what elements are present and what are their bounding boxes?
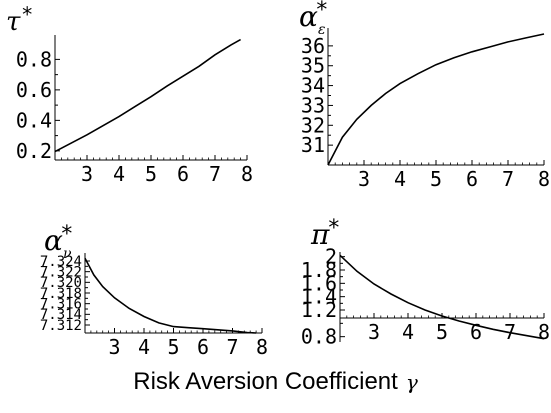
y-tick-label: 0.6 <box>16 78 52 102</box>
x-axis-label: Risk Aversion Coefficient <box>133 368 398 395</box>
y-tick-label: 7.320 <box>40 275 82 291</box>
panel-title-superscript: * <box>316 0 327 23</box>
x-tick-label: 8 <box>538 320 550 344</box>
y-tick-label: 7.318 <box>40 286 82 302</box>
x-tick-label: 3 <box>358 167 370 191</box>
y-tick-label: 36 <box>301 34 325 58</box>
panel-title: π <box>310 218 330 251</box>
y-tick-label: 2 <box>325 245 337 269</box>
series-line <box>327 33 545 166</box>
x-tick-label: 5 <box>430 167 442 191</box>
x-tick-label: 4 <box>402 320 414 344</box>
panel-title-subscript: ν <box>63 246 72 262</box>
panel-title: τ <box>6 7 21 37</box>
x-tick-label: 3 <box>108 335 120 359</box>
y-tick-label: 33 <box>301 93 325 117</box>
series-line <box>339 254 545 340</box>
series-line <box>54 38 241 153</box>
x-axis-label-row: Risk Aversion Coefficient γ <box>0 368 551 396</box>
panel-title: α <box>44 224 63 257</box>
x-tick-label: 5 <box>436 320 448 344</box>
y-tick-label: 1.2 <box>301 298 337 322</box>
panel-title-subscript: ε <box>318 22 326 38</box>
x-tick-label: 8 <box>256 335 268 359</box>
x-axis-symbol: γ <box>405 370 418 394</box>
x-tick-label: 7 <box>209 162 221 186</box>
x-tick-label: 4 <box>138 335 150 359</box>
x-tick-label: 7 <box>502 167 514 191</box>
y-tick-label: 31 <box>301 133 325 157</box>
x-tick-label: 5 <box>167 335 179 359</box>
x-tick-label: 8 <box>241 162 253 186</box>
x-tick-label: 7 <box>226 335 238 359</box>
x-tick-label: 6 <box>466 167 478 191</box>
y-tick-label: 1.6 <box>301 271 337 295</box>
y-tick-label: 7.324 <box>40 254 82 270</box>
y-tick-label: 32 <box>301 113 325 137</box>
x-tick-label: 5 <box>145 162 157 186</box>
panel-title-superscript: * <box>61 222 72 247</box>
y-tick-label: 1.8 <box>301 258 337 282</box>
y-tick-label: 7.316 <box>40 297 82 313</box>
panel-title-superscript: * <box>22 3 32 27</box>
y-tick-label: 35 <box>301 54 325 78</box>
panel-4: 0.81.21.41.61.823 4 5 6 7 8π* <box>301 216 550 349</box>
y-tick-label: 34 <box>301 74 325 98</box>
x-tick-label: 4 <box>394 167 406 191</box>
y-tick-label: 7.322 <box>40 265 82 281</box>
y-tick-label: 7.314 <box>40 307 82 323</box>
x-tick-label: 6 <box>197 335 209 359</box>
panel-title: α <box>299 0 318 33</box>
y-tick-label: 1.4 <box>301 285 337 309</box>
x-tick-label: 6 <box>177 162 189 186</box>
y-tick-label: 0.8 <box>16 47 52 71</box>
x-tick-label: 3 <box>368 320 380 344</box>
y-tick-label: 0.4 <box>16 108 52 132</box>
series-line <box>84 257 257 334</box>
x-tick-label: 4 <box>113 162 125 186</box>
panel-1: 0.2 0.4 0.6 0.8 3 4 5 6 7 8 τ * <box>6 3 253 186</box>
panel-title-superscript: * <box>328 216 339 241</box>
x-tick-label: 3 <box>81 162 93 186</box>
y-tick-label: 0.8 <box>301 325 337 349</box>
y-tick-label: 0.2 <box>16 139 52 163</box>
x-tick-label: 8 <box>538 167 550 191</box>
y-tick-label: 7.312 <box>40 318 82 334</box>
